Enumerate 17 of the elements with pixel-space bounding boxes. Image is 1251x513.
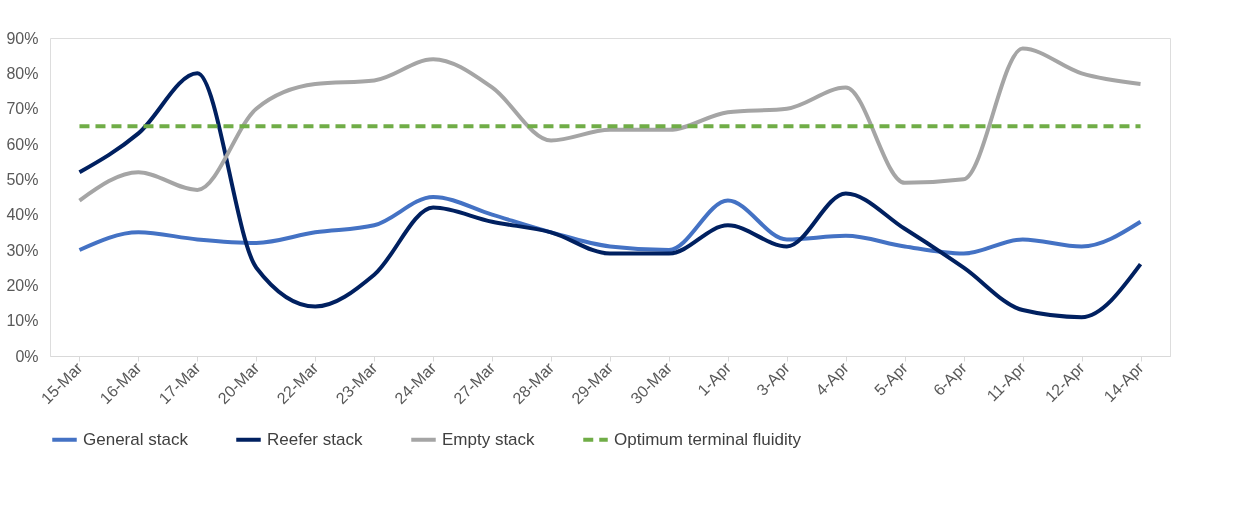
y-tick-label: 30% bbox=[6, 241, 39, 259]
y-tick-label: 40% bbox=[6, 206, 39, 224]
line-series bbox=[77, 195, 1143, 256]
legend-label: Empty stack bbox=[442, 429, 536, 449]
y-tick-label: 90% bbox=[6, 29, 39, 47]
y-tick-label: 50% bbox=[6, 170, 39, 188]
y-tick-label: 60% bbox=[6, 135, 39, 153]
legend-label: Reefer stack bbox=[267, 429, 363, 449]
legend-label: Optimum terminal fluidity bbox=[614, 429, 802, 449]
y-tick-label: 20% bbox=[6, 276, 39, 294]
legend-label: General stack bbox=[83, 429, 189, 449]
y-tick-label: 10% bbox=[6, 312, 39, 330]
y-tick-label: 70% bbox=[6, 100, 39, 118]
y-tick-label: 80% bbox=[6, 64, 39, 82]
line-series bbox=[77, 71, 1143, 320]
line-series bbox=[77, 46, 1143, 203]
y-tick-label: 0% bbox=[15, 347, 39, 365]
